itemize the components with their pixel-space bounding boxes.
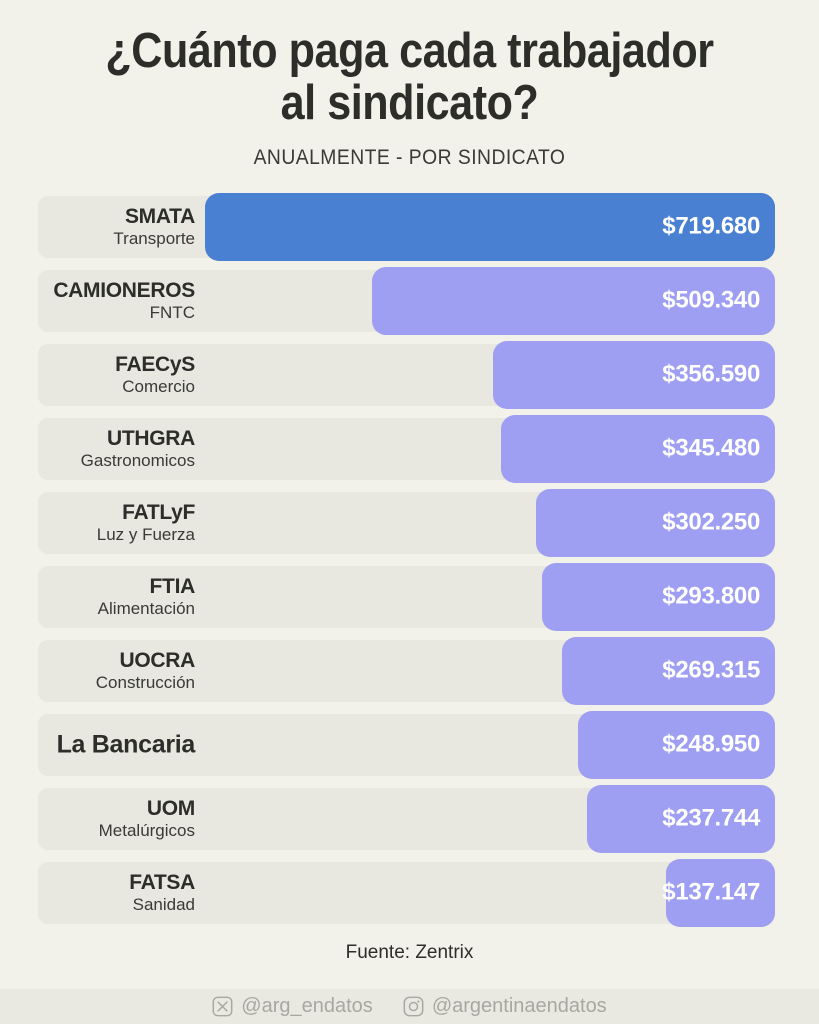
social-bar: @arg_endatos @argentinaendatos [0,989,819,1024]
value-bar: $719.680 [205,192,775,261]
union-name: UOM [146,797,195,821]
instagram-handle: @argentinaendatos [431,995,607,1017]
bar-value: $137.147 [662,878,760,906]
bar-value: $509.340 [662,286,760,314]
union-sector: Comercio [122,377,195,397]
union-label: La Bancaria [38,730,196,760]
chart-subtitle: ANUALMENTE - POR SINDICATO [253,145,566,169]
union-name: FATSA [129,871,195,895]
bar-chart: SMATA Transporte $719.680 CAMIONEROS FNT… [38,192,775,927]
union-sector: FNTC [149,303,195,323]
bar-value: $248.950 [662,730,760,758]
chart-row: UOCRA Construcción $269.315 [38,636,775,705]
title-line-1: ¿Cuánto paga cada trabajador [105,24,714,78]
union-name: FATLyF [122,501,195,525]
title-line-2: al sindicato? [280,75,539,130]
chart-row: CAMIONEROS FNTC $509.340 [38,266,775,335]
chart-row: FAECyS Comercio $356.590 [38,340,775,409]
union-label: FTIA Alimentación [38,575,196,619]
union-sector: Sanidad [132,895,195,915]
union-label: UTHGRA Gastronomicos [38,427,196,471]
union-label: FAECyS Comercio [38,353,195,397]
chart-row: UTHGRA Gastronomicos $345.480 [38,414,775,483]
value-bar: $302.250 [536,488,775,557]
value-bar: $509.340 [372,266,775,335]
union-sector: Gastronomicos [80,451,195,471]
union-name: FAECyS [115,353,195,377]
union-sector: Alimentación [97,599,195,619]
union-sector: Transporte [113,229,195,249]
value-bar: $356.590 [493,340,775,409]
union-name: UOCRA [119,649,196,673]
chart-row: FTIA Alimentación $293.800 [38,562,775,631]
union-label: FATLyF Luz y Fuerza [38,501,196,545]
union-sector: Luz y Fuerza [96,525,195,545]
bar-value: $293.800 [662,582,760,610]
source-text: Fuente: Zentrix [345,941,474,963]
value-bar: $237.744 [587,784,775,853]
union-label: CAMIONEROS FNTC [38,279,195,323]
page-title: ¿Cuánto paga cada trabajador al sindicat… [49,24,770,130]
union-name: La Bancaria [56,730,196,759]
chart-rows: SMATA Transporte $719.680 CAMIONEROS FNT… [38,192,775,927]
chart-row: La Bancaria $248.950 [38,710,775,779]
header: ¿Cuánto paga cada trabajador al sindicat… [0,0,819,170]
instagram-social-item: @argentinaendatos [403,995,607,1018]
union-label: UOCRA Construcción [38,649,196,693]
union-label: UOM Metalúrgicos [38,797,196,841]
x-icon [212,996,233,1017]
bar-value: $719.680 [662,212,760,240]
bar-value: $356.590 [662,360,760,388]
value-bar: $248.950 [578,710,775,779]
value-bar: $137.147 [662,858,775,927]
value-bar: $345.480 [501,414,775,483]
chart-row: FATLyF Luz y Fuerza $302.250 [38,488,775,557]
bar-value: $237.744 [662,804,760,832]
union-name: SMATA [124,205,195,229]
instagram-icon [403,996,424,1017]
value-bar: $269.315 [562,636,775,705]
union-sector: Metalúrgicos [98,821,195,841]
x-handle: @arg_endatos [241,995,373,1017]
chart-row: FATSA Sanidad $137.147 [38,858,775,927]
union-name: FTIA [149,575,196,599]
union-name: CAMIONEROS [53,279,195,303]
bar-value: $345.480 [662,434,760,462]
union-label: SMATA Transporte [38,205,195,249]
union-label: FATSA Sanidad [38,871,195,915]
union-name: UTHGRA [106,427,195,451]
value-bar: $293.800 [542,562,775,631]
union-sector: Construcción [95,673,195,693]
x-social-item: @arg_endatos [212,995,373,1018]
bar-value: $302.250 [662,508,760,536]
chart-row: UOM Metalúrgicos $237.744 [38,784,775,853]
bar-value: $269.315 [662,656,760,684]
chart-row: SMATA Transporte $719.680 [38,192,775,261]
